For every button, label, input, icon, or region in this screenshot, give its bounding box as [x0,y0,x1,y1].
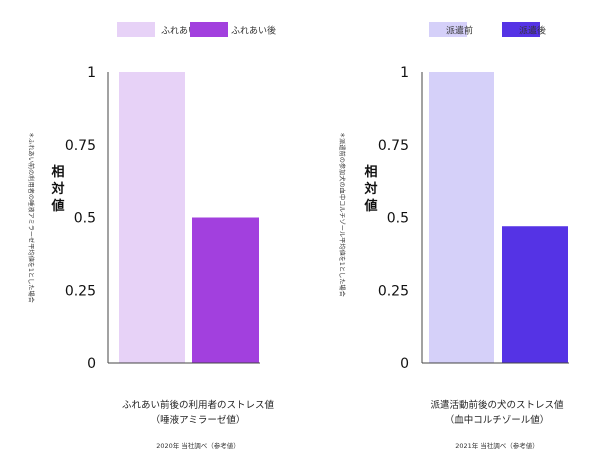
chart-2-legend-label-2: 派遣後 [519,25,546,37]
chart-2-title: 派遣活動前後の犬のストレス値 [430,399,564,411]
chart-2-y-axis-label: 相対値 [363,164,377,214]
chart-2-y-tick-label: 0.5 [387,211,409,227]
chart-1-y-tick-label: 0 [87,356,96,372]
chart-1-bar-2 [192,217,259,363]
chart-2-source-note: 2021年 当社調べ（参考値） [455,441,539,450]
chart-1-title: ふれあい前後の利用者のストレス値 [122,399,275,411]
chart-1-y-tick-label: 0.25 [65,283,96,299]
chart-2-subtitle: （血中コルチゾール値） [445,414,550,426]
chart-2-side-note: ＊派遣前の参加犬の血中コルチゾール平均値を1とした場合 [338,132,346,297]
chart-1-subtitle: （唾液アミラーゼ値） [151,414,246,426]
chart-1-source-note: 2020年 当社調べ（参考値） [156,441,240,450]
chart-2-y-tick-label: 0.25 [378,283,409,299]
chart-2-y-tick-label: 0 [400,356,409,372]
chart-2-legend-label-1: 派遣前 [446,25,473,37]
chart-2-bar-1 [429,72,494,363]
chart-1-y-tick-label: 0.75 [65,138,96,154]
chart-2-bar-2 [502,226,568,363]
chart-1-y-tick-label: 1 [87,65,96,81]
chart-1-y-tick-label: 0.5 [74,211,96,227]
chart-2-legend-swatch-2 [502,22,540,37]
chart-1-legend-label-2: ふれあい後 [231,25,276,37]
chart-1-legend-swatch-2 [190,22,228,37]
chart-2-y-tick-label: 1 [400,65,409,81]
chart-1-legend-swatch-1 [117,22,155,37]
chart-1-side-note: ＊ふれあい前の利用者の唾液アミラーゼ平均値を1とした場合 [27,132,35,303]
chart-2-y-tick-label: 0.75 [378,138,409,154]
chart-2-legend-swatch-1 [429,22,467,37]
chart-1-y-axis-label: 相対値 [50,164,64,214]
chart-1-bar-1 [119,72,185,363]
